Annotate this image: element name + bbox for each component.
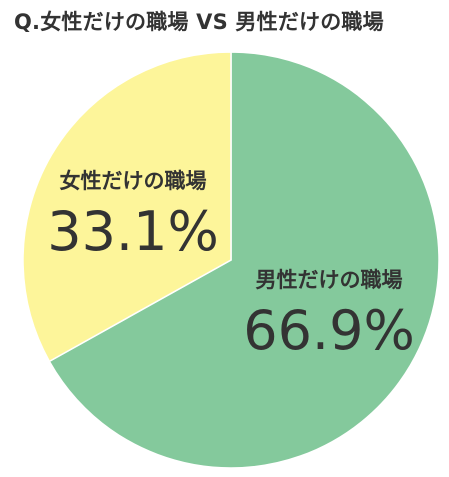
pie-slice-male [48,51,440,469]
slice-label-male: 男性だけの職場 [256,268,403,292]
chart-title: Q.女性だけの職場 VS 男性だけの職場 [14,10,384,34]
slice-value-male: 66.9% [243,299,415,362]
slice-label-female: 女性だけの職場 [60,169,207,193]
slice-value-female: 33.1% [47,200,219,263]
pie-labels: 男性だけの職場 66.9% 女性だけの職場 33.1% [47,169,415,362]
pie-slices [22,51,440,469]
pie-slice-female [22,51,232,363]
